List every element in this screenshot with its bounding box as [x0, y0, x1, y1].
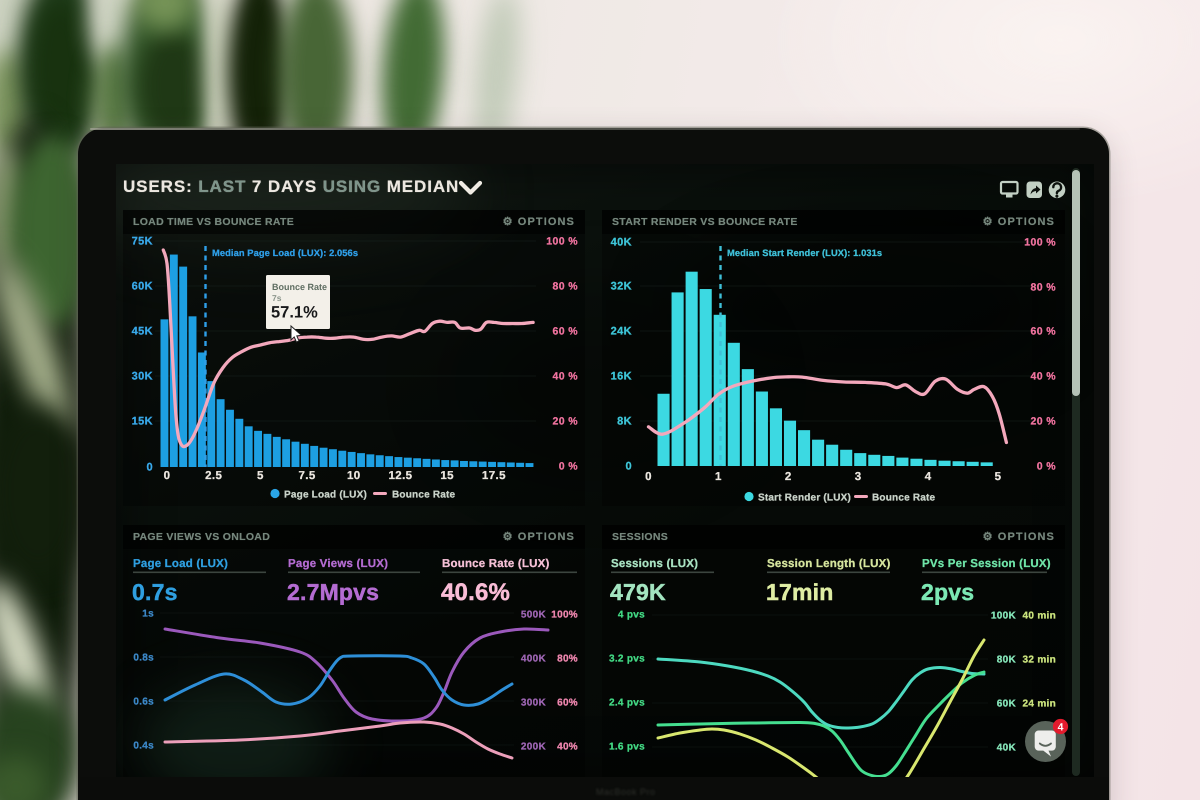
svg-text:8K: 8K [617, 416, 632, 428]
svg-text:7s: 7s [272, 293, 282, 303]
svg-text:15K: 15K [132, 416, 153, 428]
svg-text:15: 15 [440, 470, 454, 482]
svg-text:0.6s: 0.6s [133, 697, 154, 708]
svg-text:Page Views (LUX): Page Views (LUX) [288, 558, 388, 570]
svg-text:1: 1 [715, 471, 722, 483]
svg-text:Start Render (LUX): Start Render (LUX) [758, 493, 851, 504]
svg-text:40 %: 40 % [552, 371, 578, 383]
svg-text:75K: 75K [132, 236, 153, 248]
svg-text:80%: 80% [557, 654, 578, 665]
svg-text:Median Start Render (LUX): 1.0: Median Start Render (LUX): 1.031s [727, 248, 882, 258]
svg-text:5: 5 [995, 471, 1002, 483]
svg-text:80 %: 80 % [1030, 282, 1056, 294]
svg-text:100%: 100% [551, 610, 578, 621]
svg-text:40.6%: 40.6% [441, 579, 510, 606]
svg-text:0.8s: 0.8s [133, 653, 154, 664]
svg-text:32 min: 32 min [1023, 655, 1056, 666]
svg-text:40%: 40% [557, 742, 578, 753]
svg-text:24K: 24K [611, 326, 632, 338]
svg-text:0.7s: 0.7s [132, 579, 178, 605]
svg-text:80K: 80K [997, 655, 1017, 666]
svg-text:60K: 60K [132, 281, 153, 293]
svg-text:100K: 100K [991, 611, 1017, 622]
svg-text:2.5: 2.5 [205, 470, 222, 482]
svg-text:300K: 300K [521, 698, 547, 709]
svg-text:Page Load (LUX): Page Load (LUX) [284, 490, 367, 501]
svg-text:60%: 60% [557, 698, 578, 709]
svg-text:0 %: 0 % [559, 461, 579, 473]
svg-text:1s: 1s [142, 609, 154, 620]
svg-text:Bounce Rate (LUX): Bounce Rate (LUX) [442, 558, 550, 570]
svg-text:0: 0 [164, 470, 171, 482]
svg-text:60 %: 60 % [552, 326, 578, 338]
svg-text:Bounce Rate: Bounce Rate [272, 282, 327, 292]
svg-text:0: 0 [146, 462, 153, 474]
svg-text:Median Page Load (LUX): 2.056s: Median Page Load (LUX): 2.056s [212, 248, 358, 258]
svg-text:20 %: 20 % [1030, 416, 1056, 428]
svg-text:400K: 400K [521, 654, 547, 665]
svg-text:40 %: 40 % [1030, 371, 1056, 383]
svg-text:40 min: 40 min [1023, 611, 1056, 622]
svg-text:24 min: 24 min [1023, 699, 1056, 710]
svg-text:16K: 16K [611, 371, 632, 383]
svg-text:Page Load (LUX): Page Load (LUX) [133, 558, 228, 570]
svg-text:0: 0 [645, 471, 652, 483]
svg-text:0: 0 [625, 461, 632, 473]
svg-text:57.1%: 57.1% [271, 304, 318, 322]
svg-text:4: 4 [925, 471, 932, 483]
svg-text:17.5: 17.5 [482, 470, 506, 482]
svg-text:4: 4 [1058, 721, 1064, 733]
svg-text:45K: 45K [132, 326, 153, 338]
svg-text:12.5: 12.5 [389, 470, 413, 482]
svg-text:Bounce Rate: Bounce Rate [872, 493, 936, 504]
svg-text:17min: 17min [766, 579, 833, 605]
svg-text:32K: 32K [611, 281, 632, 293]
svg-text:0 %: 0 % [1037, 461, 1057, 473]
svg-text:2.4 pvs: 2.4 pvs [609, 698, 645, 709]
svg-text:479K: 479K [610, 579, 666, 605]
svg-text:100 %: 100 % [1024, 237, 1056, 249]
svg-text:5: 5 [257, 470, 264, 482]
svg-text:60K: 60K [997, 699, 1017, 710]
svg-text:200K: 200K [521, 742, 547, 753]
svg-text:2.7Mpvs: 2.7Mpvs [287, 579, 379, 605]
svg-text:30K: 30K [132, 371, 153, 383]
svg-text:10: 10 [347, 470, 361, 482]
svg-text:3: 3 [855, 471, 862, 483]
svg-text:Bounce Rate: Bounce Rate [392, 490, 456, 501]
svg-text:80 %: 80 % [552, 281, 578, 293]
svg-text:Session Length (LUX): Session Length (LUX) [767, 558, 890, 570]
svg-text:2pvs: 2pvs [921, 579, 974, 605]
svg-text:7.5: 7.5 [299, 470, 316, 482]
svg-text:40K: 40K [997, 743, 1017, 754]
svg-text:60 %: 60 % [1030, 326, 1056, 338]
svg-text:0.4s: 0.4s [133, 741, 154, 752]
svg-text:3.2 pvs: 3.2 pvs [609, 654, 645, 665]
svg-text:40K: 40K [611, 237, 632, 249]
svg-text:2: 2 [785, 471, 792, 483]
svg-text:20 %: 20 % [552, 416, 578, 428]
svg-text:Sessions (LUX): Sessions (LUX) [611, 558, 698, 570]
svg-text:500K: 500K [521, 610, 547, 621]
svg-text:1.6 pvs: 1.6 pvs [609, 742, 645, 753]
svg-text:PVs Per Session (LUX): PVs Per Session (LUX) [922, 558, 1051, 570]
svg-text:4 pvs: 4 pvs [618, 610, 645, 621]
svg-text:100 %: 100 % [546, 236, 578, 248]
